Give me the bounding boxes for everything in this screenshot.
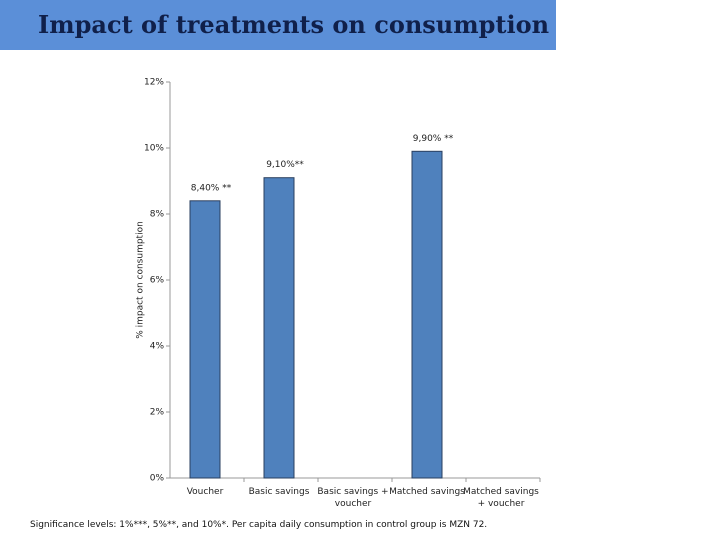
y-tick-label: 6% [150,276,165,286]
x-tick-label: Matched savings + voucher [463,487,539,509]
title-banner [0,0,556,50]
chart-title: Impact of treatments on consumption [38,10,550,39]
y-tick-label: 4% [150,342,165,352]
bar [189,200,221,479]
x-tick-label: Matched savings [389,487,465,497]
y-tick-label: 2% [150,408,165,418]
y-tick-label: 10% [144,144,164,154]
x-tick-label: Voucher [186,487,224,497]
x-tick-label: Basic savings [248,487,310,497]
bar [411,150,443,479]
footnote: Significance levels: 1%***, 5%**, and 10… [30,520,488,530]
y-tick-label: 0% [150,474,165,484]
x-tick-label: Basic savings + voucher [317,487,389,509]
y-axis-label: % impact on consumption [136,221,146,339]
value-label: 9,90% ** [413,134,454,144]
value-label: 9,10%** [266,160,304,170]
bar [263,177,295,479]
y-tick-label: 8% [150,210,165,220]
value-label: 8,40% ** [191,183,232,193]
y-tick-label: 12% [144,78,164,88]
